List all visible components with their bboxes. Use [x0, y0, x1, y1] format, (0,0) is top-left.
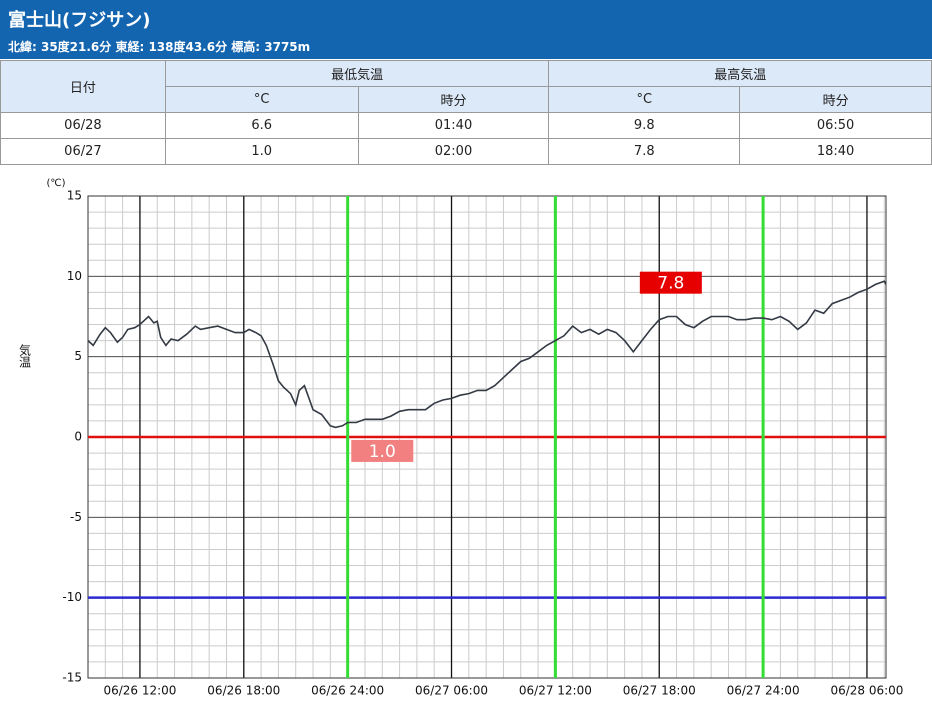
- y-tick-label: -15: [62, 671, 82, 685]
- title: 富士山(フジサン): [8, 10, 151, 31]
- table-cell: 9.8: [548, 112, 741, 139]
- table-cell: 6.6: [164, 112, 359, 139]
- x-tick-label: 06/27 12:00: [519, 684, 592, 698]
- annotation-label: 1.0: [369, 442, 396, 462]
- table-cell: 02:00: [357, 138, 550, 165]
- header-cell: 日付: [0, 60, 166, 113]
- x-tick-label: 06/26 24:00: [311, 684, 384, 698]
- table-cell: 06/28: [0, 112, 166, 139]
- x-tick-label: 06/28 06:00: [830, 684, 903, 698]
- annotation-label: 7.8: [657, 274, 684, 294]
- y-tick-label: -5: [70, 510, 82, 524]
- header-cell: 時分: [357, 86, 550, 113]
- y-tick-label: 15: [67, 189, 82, 203]
- header-cell: 時分: [739, 86, 932, 113]
- y-unit: (℃): [46, 178, 65, 189]
- x-tick-label: 06/26 12:00: [103, 684, 176, 698]
- y-tick-label: -10: [62, 590, 82, 604]
- chart: (℃) 気温 -15 -10 -5 0 5 10 15 06/26 12:00 06/26 18…: [18, 178, 904, 698]
- y-tick-label: 5: [74, 349, 82, 363]
- header-cell: °C: [548, 86, 741, 113]
- table-cell: 1.0: [164, 138, 359, 165]
- header-cell: 最低気温: [164, 60, 550, 87]
- y-tick-label: 0: [74, 430, 82, 444]
- summary-table: 日付 最低気温 最高気温 °C 時分 °C 時分 06/28 6.6 01:40 9.8 06:5…: [0, 60, 932, 165]
- table-cell: 01:40: [357, 112, 550, 139]
- x-tick-label: 06/27 06:00: [415, 684, 488, 698]
- header-cell: 最高気温: [548, 60, 932, 87]
- table-cell: 06:50: [739, 112, 932, 139]
- table-cell: 06/27: [0, 138, 166, 165]
- y-axis-label: 気温: [18, 343, 32, 368]
- subtitle: 北緯: 35度21.6分 東経: 138度43.6分 標高: 3775m: [8, 40, 311, 54]
- annotation-box: [351, 439, 414, 462]
- header-cell: °C: [164, 86, 359, 113]
- header: 富士山(フジサン) 北緯: 35度21.6分 東経: 138度43.6分 標高:…: [0, 0, 932, 59]
- temperature-line: [87, 280, 887, 429]
- annotation-box: [639, 271, 702, 294]
- x-tick-label: 06/27 18:00: [623, 684, 696, 698]
- x-tick-label: 06/27 24:00: [727, 684, 800, 698]
- y-tick-label: 10: [67, 269, 82, 283]
- table-cell: 7.8: [548, 138, 741, 165]
- table-cell: 18:40: [739, 138, 932, 165]
- x-tick-label: 06/26 18:00: [207, 684, 280, 698]
